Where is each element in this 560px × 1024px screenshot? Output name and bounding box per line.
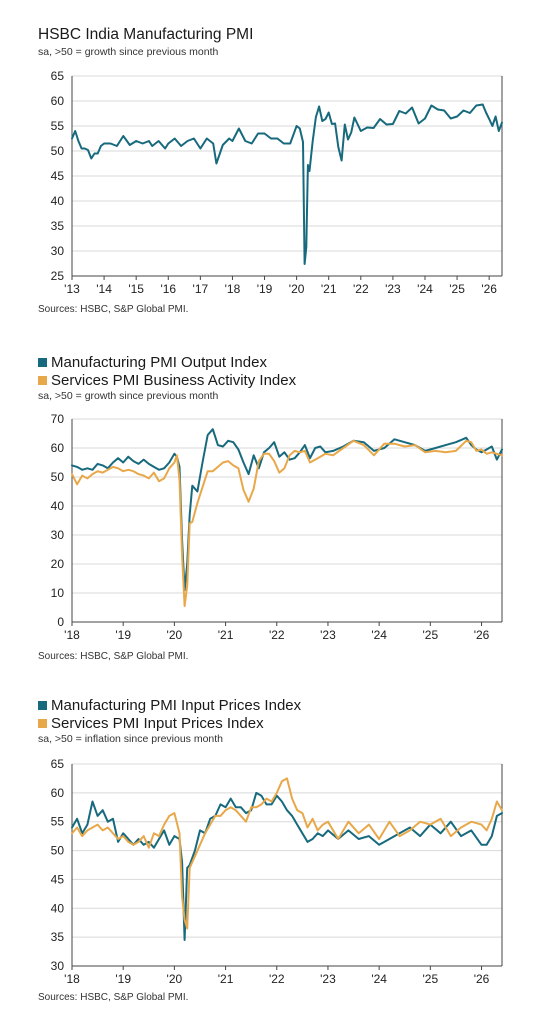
x-tick-label: '24 bbox=[371, 972, 387, 986]
y-tick-label: 30 bbox=[51, 528, 65, 542]
x-tick-label: '25 bbox=[423, 628, 439, 642]
x-tick-label: '23 bbox=[385, 282, 401, 296]
x-tick-label: '15 bbox=[128, 282, 144, 296]
legend-label: Manufacturing PMI Input Prices Index bbox=[51, 697, 302, 714]
legend-label: Services PMI Input Prices Index bbox=[51, 715, 264, 732]
x-tick-label: '14 bbox=[96, 282, 112, 296]
legend-item-manufacturing: Manufacturing PMI Output Index bbox=[38, 354, 267, 371]
legend-swatch-manufacturing bbox=[38, 358, 47, 367]
legend-swatch-services bbox=[38, 719, 47, 728]
legend-item-services: Services PMI Input Prices Index bbox=[38, 715, 264, 732]
x-tick-label: '19 bbox=[115, 972, 131, 986]
x-tick-label: '24 bbox=[371, 628, 387, 642]
x-tick-label: '18 bbox=[64, 972, 80, 986]
chart-subtitle: sa, >50 = growth since previous month bbox=[38, 390, 219, 402]
x-tick-label: '22 bbox=[269, 628, 285, 642]
x-tick-label: '18 bbox=[225, 282, 241, 296]
series-line-manufacturing bbox=[71, 428, 503, 592]
x-tick-label: '23 bbox=[320, 972, 336, 986]
x-tick-label: '13 bbox=[64, 282, 80, 296]
x-tick-label: '19 bbox=[257, 282, 273, 296]
y-tick-label: 35 bbox=[51, 930, 65, 944]
legend-label: Manufacturing PMI Output Index bbox=[51, 354, 267, 371]
y-tick-label: 50 bbox=[51, 844, 65, 858]
legend-item-services: Services PMI Business Activity Index bbox=[38, 372, 296, 389]
y-tick-label: 30 bbox=[51, 244, 65, 258]
chart-svg: 25 30 35 40 45 50 55 60 65 '13 '14 '15 '16 '17 '18 '19 '… bbox=[51, 69, 503, 296]
chart-panel-manufacturing-pmi: HSBC India Manufacturing PMI sa, >50 = g… bbox=[0, 0, 560, 330]
chart-source: Sources: HSBC, S&P Global PMI. bbox=[38, 992, 189, 1003]
y-tick-label: 45 bbox=[51, 169, 65, 183]
chart-panel-input-prices: Manufacturing PMI Input Prices Index Ser… bbox=[0, 684, 560, 1024]
x-tick-label: '16 bbox=[160, 282, 176, 296]
y-tick-label: 55 bbox=[51, 815, 65, 829]
x-tick-label: '21 bbox=[218, 972, 234, 986]
chart-subtitle: sa, >50 = growth since previous month bbox=[38, 46, 219, 58]
series-line-services bbox=[71, 777, 503, 930]
x-tick-label: '20 bbox=[167, 628, 183, 642]
x-tick-label: '18 bbox=[64, 628, 80, 642]
y-tick-label: 20 bbox=[51, 557, 65, 571]
x-tick-label: '20 bbox=[167, 972, 183, 986]
y-tick-label: 50 bbox=[51, 470, 65, 484]
y-tick-label: 40 bbox=[51, 194, 65, 208]
chart-svg: 0 10 20 30 40 50 60 70 '18 '19 '20 '21 '22 '23 '24 '25 '… bbox=[51, 412, 503, 642]
y-tick-label: 30 bbox=[51, 959, 65, 973]
x-tick-label: '26 bbox=[474, 972, 490, 986]
series-line-services bbox=[71, 439, 503, 608]
x-tick-label: '17 bbox=[193, 282, 209, 296]
y-tick-label: 25 bbox=[51, 269, 65, 283]
x-tick-label: '21 bbox=[321, 282, 337, 296]
chart-source: Sources: HSBC, S&P Global PMI. bbox=[38, 651, 189, 662]
y-tick-label: 35 bbox=[51, 219, 65, 233]
chart-svg: 30 35 40 45 50 55 60 65 '18 '19 '20 '21 '22 '23 '24 '25… bbox=[51, 757, 503, 986]
y-tick-label: 65 bbox=[51, 757, 65, 771]
y-tick-label: 60 bbox=[51, 441, 65, 455]
x-tick-label: '19 bbox=[115, 628, 131, 642]
legend-swatch-services bbox=[38, 376, 47, 385]
x-tick-label: '22 bbox=[269, 972, 285, 986]
series-line-manufacturing bbox=[71, 791, 503, 941]
y-tick-label: 60 bbox=[51, 94, 65, 108]
y-tick-label: 40 bbox=[51, 499, 65, 513]
y-tick-label: 45 bbox=[51, 872, 65, 886]
series-line-manufacturing bbox=[71, 103, 503, 265]
y-tick-label: 65 bbox=[51, 69, 65, 83]
y-tick-label: 0 bbox=[57, 615, 64, 629]
y-tick-label: 50 bbox=[51, 144, 65, 158]
chart-title: HSBC India Manufacturing PMI bbox=[38, 26, 254, 43]
x-tick-label: '25 bbox=[423, 972, 439, 986]
y-tick-label: 70 bbox=[51, 412, 65, 426]
y-tick-label: 60 bbox=[51, 786, 65, 800]
x-tick-label: '25 bbox=[449, 282, 465, 296]
x-tick-label: '23 bbox=[320, 628, 336, 642]
legend-item-manufacturing: Manufacturing PMI Input Prices Index bbox=[38, 697, 301, 714]
legend-swatch-manufacturing bbox=[38, 701, 47, 710]
y-tick-label: 40 bbox=[51, 901, 65, 915]
x-tick-label: '24 bbox=[417, 282, 433, 296]
chart-subtitle: sa, >50 = inflation since previous month bbox=[38, 733, 224, 745]
x-tick-label: '22 bbox=[353, 282, 369, 296]
y-tick-label: 55 bbox=[51, 119, 65, 133]
x-tick-label: '21 bbox=[218, 628, 234, 642]
y-tick-label: 10 bbox=[51, 586, 65, 600]
x-tick-label: '26 bbox=[481, 282, 497, 296]
chart-source: Sources: HSBC, S&P Global PMI. bbox=[38, 304, 189, 315]
x-tick-label: '20 bbox=[289, 282, 305, 296]
legend-label: Services PMI Business Activity Index bbox=[51, 372, 297, 389]
chart-panel-output-activity: Manufacturing PMI Output Index Services … bbox=[0, 340, 560, 670]
x-tick-label: '26 bbox=[474, 628, 490, 642]
